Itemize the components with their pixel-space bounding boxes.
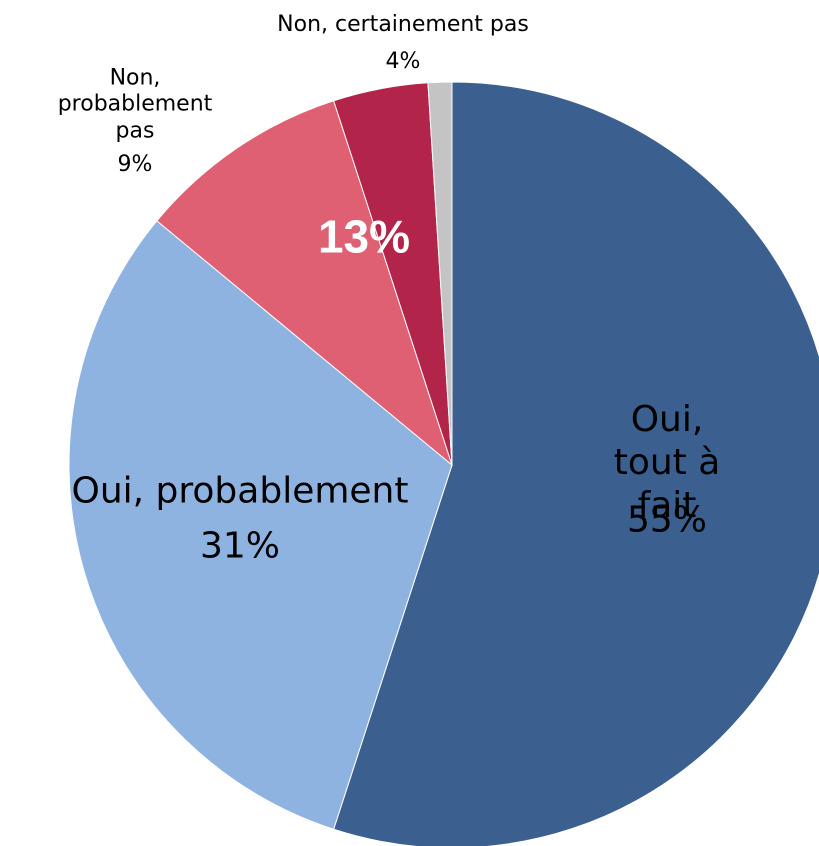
- slice-value-label: 9%: [117, 151, 153, 177]
- slice-label: Oui, tout à fait: [613, 399, 721, 527]
- slice-value-label: 31%: [199, 525, 281, 567]
- pie-slice: [68, 220, 453, 830]
- pie-slice: [427, 81, 453, 466]
- slice-label: Oui, probablement: [71, 470, 409, 512]
- slice-value-label: 4%: [385, 48, 421, 74]
- slice-value-label: 55%: [626, 499, 708, 541]
- slice-label: Non, probablement pas: [57, 65, 213, 144]
- slice-label: Non, certainement pas: [277, 11, 529, 37]
- pie-slice: [333, 81, 819, 846]
- annotation: 13%: [317, 210, 411, 263]
- pie-slice: [156, 100, 454, 467]
